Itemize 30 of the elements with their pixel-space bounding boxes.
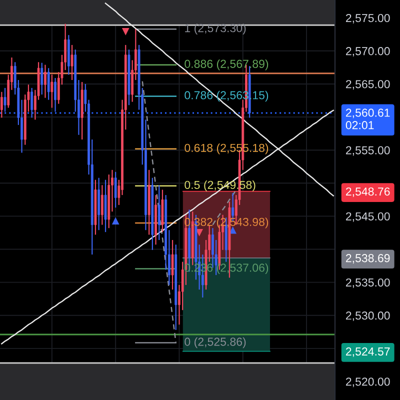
candlestick: [100, 184, 104, 226]
candlestick: [50, 74, 54, 108]
y-tick-label: 2,570.00: [346, 47, 390, 57]
series-label: 0 (2,525.86): [184, 337, 246, 348]
candlestick: [171, 239, 174, 290]
y-tick-label: 2,555.00: [346, 146, 390, 156]
y-tick-label: 2,524.57: [346, 347, 390, 357]
point: [112, 217, 120, 224]
candlestick: [47, 68, 50, 100]
candlestick: [0, 91, 3, 118]
y-tick-label: 2,565.00: [346, 80, 390, 90]
candlestick: [70, 44, 74, 81]
candlestick: [114, 171, 117, 208]
candlestick: [40, 62, 44, 96]
candlestick: [54, 77, 56, 112]
y-tick-label: 2,530.00: [346, 312, 390, 322]
ref-line-label: 2,560.61 02:01: [346, 108, 390, 130]
candlestick: [4, 87, 6, 112]
y-tick-label: 2,575.00: [346, 14, 390, 24]
candlestick: [44, 64, 46, 98]
series-label: 0.886 (2,567.89): [184, 59, 268, 70]
series-label: 1 (2,573.30): [185, 24, 246, 34]
point: [122, 28, 130, 36]
candlestick: [158, 184, 160, 241]
y-tick-label: 2,548.76: [346, 187, 390, 197]
y-tick-label: 2,545.00: [346, 212, 390, 222]
y-tick-label: 2,538.69: [346, 254, 390, 264]
y-tick-label: 2,535.00: [346, 278, 390, 288]
y-tick-label: 2,520.00: [346, 378, 390, 388]
candlestick: [30, 87, 34, 118]
